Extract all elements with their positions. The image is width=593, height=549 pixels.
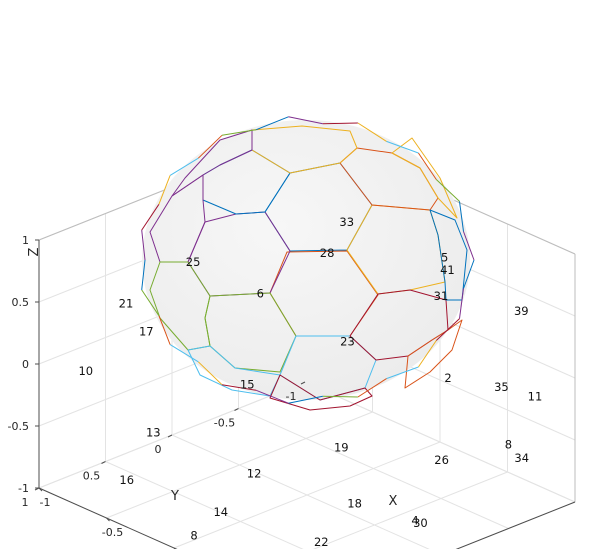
y-axis-label: Y [170,489,179,504]
voronoi-rim-edge [288,395,323,404]
cell-label: 33 [339,215,354,229]
voronoi-rim-edge [288,116,323,125]
voronoi-rim-edge [322,122,358,125]
cell-label: 30 [413,516,428,530]
y-tick-mark [167,434,173,438]
cell-label: 35 [494,380,509,394]
voronoi-sphere [141,116,475,411]
voronoi-cell-edge [429,209,468,301]
cell-label: 8 [505,438,512,452]
y-tick-label: -0.5 [214,417,235,430]
cell-label: 8 [190,529,197,543]
y-tick-label: 0.5 [83,470,101,483]
voronoi-rim-edge [463,231,475,261]
cell-label: 19 [334,440,349,454]
cell-label: 41 [440,263,455,277]
voronoi-rim-edge [197,361,223,386]
cell-label: 12 [247,466,262,480]
cell-label: 2 [444,371,451,385]
voronoi-rim-edge [158,315,171,345]
voronoi-rim-edge [386,366,419,380]
grid-line [171,434,430,549]
cell-label: 10 [78,364,93,378]
voronoi-rim-edge [141,204,160,231]
sphere-surface [142,120,470,400]
cell-label: 11 [528,390,543,404]
cell-label: 31 [434,289,449,303]
cell-label: 22 [314,535,329,549]
voronoi-rim-edge [141,230,146,261]
voronoi-rim-edge [459,288,464,319]
voronoi-rim-edge [357,122,387,142]
voronoi-rim-edge [158,175,171,205]
voronoi-rim-edge [417,152,437,180]
y-tick-mark [234,408,239,411]
voronoi-rim-edge [141,289,160,316]
voronoi-rim-edge [197,134,223,159]
z-tick-label: -0.5 [8,420,29,433]
cell-label: 17 [139,324,154,338]
y-tick-label: 0 [155,443,162,456]
y-tick-label: 1 [22,496,29,509]
z-tick-label: 0 [22,358,29,371]
voronoi-cell-edge [171,129,253,197]
voronoi-rim-edge [357,378,387,398]
cell-label: 14 [213,505,228,519]
z-axis-label: Z [27,247,42,256]
x-axis-label: X [389,494,398,509]
z-tick-label: -1 [18,482,29,495]
cell-label: 18 [347,497,362,511]
voronoi-rim-edge [169,157,199,176]
voronoi-rim-edge [322,395,358,398]
cell-label: 25 [186,255,201,269]
cell-label: 26 [434,453,449,467]
y-tick-mark [300,381,306,385]
cell-label: 13 [146,425,161,439]
voronoi-rim-edge [459,201,464,232]
voronoi-rim-edge [417,340,437,368]
voronoi-rim-edge [141,259,146,290]
cell-label: 39 [514,304,529,318]
grid-line [304,381,576,503]
cell-label: 4 [411,513,418,527]
grid-line [238,408,509,529]
x-tick-label: -0.5 [102,526,123,539]
axes-frame [34,239,576,549]
voronoi-rim-edge [221,384,257,391]
y-tick-mark [101,461,106,464]
cell-label: 16 [119,473,134,487]
voronoi-rim-edge [386,140,419,154]
cell-label: 34 [514,451,529,465]
cell-label: 28 [320,246,335,260]
cell-label: 15 [240,378,255,392]
x-tick-mark [106,517,110,522]
grid-line [105,461,304,549]
voronoi-rim-edge [435,318,460,341]
z-tick-label: 0.5 [12,296,30,309]
cell-label: 23 [340,335,355,349]
cell-label: 5 [441,251,448,265]
x-tick-label: -1 [40,496,51,509]
voronoi-cell-edge [251,125,358,174]
cell-label: 21 [119,297,134,311]
voronoi-rim-edge [463,259,475,289]
voronoi-cell-edge [391,137,458,219]
voronoi-rim-edge [435,179,460,202]
voronoi-cell-edge [269,374,373,411]
voronoi-rim-edge [221,129,257,136]
voronoi-edges [141,116,475,411]
voronoi-rim-edge [256,116,289,131]
voronoi-rim-edge [256,389,289,404]
tick-labels: -1-0.500.51-1-0.500.51-1-0.500.51 [8,234,297,539]
y-tick-label: -1 [286,390,297,403]
voronoi-cell-edge [404,319,463,389]
z-tick-label: 1 [22,234,29,247]
cell-label: 6 [257,287,264,301]
voronoi-rim-edge [169,344,199,363]
y-axis-line [455,501,576,549]
x-tick-mark [38,487,43,492]
